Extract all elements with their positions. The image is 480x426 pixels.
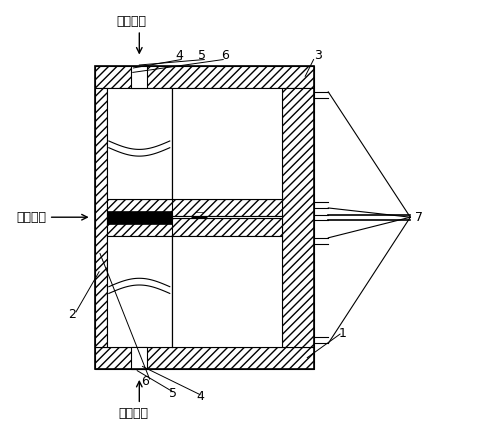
Text: 5: 5 [198, 49, 206, 62]
Text: 4: 4 [196, 390, 204, 403]
Text: 正面声波: 正面声波 [17, 211, 47, 224]
Text: 2: 2 [68, 308, 76, 321]
Bar [172, 216, 282, 218]
Bar [95, 88, 107, 347]
Text: 1: 1 [339, 327, 347, 340]
Text: 側面声波: 側面声波 [116, 15, 146, 28]
Bar [107, 218, 282, 236]
Bar [107, 88, 172, 199]
Text: 5: 5 [169, 387, 177, 400]
Bar [95, 347, 313, 368]
Bar [282, 88, 313, 347]
Text: 6: 6 [221, 49, 229, 62]
Bar [172, 88, 282, 199]
Text: 4: 4 [175, 49, 183, 62]
Bar [107, 215, 172, 224]
Bar [172, 236, 282, 347]
Text: 3: 3 [314, 49, 322, 62]
Bar [107, 211, 172, 219]
Text: 7: 7 [415, 211, 423, 224]
Text: 6: 6 [142, 374, 149, 388]
Bar [95, 66, 313, 368]
Bar [107, 216, 172, 218]
Bar [107, 199, 282, 216]
Text: 側面声波: 側面声波 [118, 408, 148, 420]
Bar [132, 66, 147, 88]
Bar [132, 347, 147, 368]
Bar [95, 66, 313, 88]
Bar [107, 236, 172, 347]
